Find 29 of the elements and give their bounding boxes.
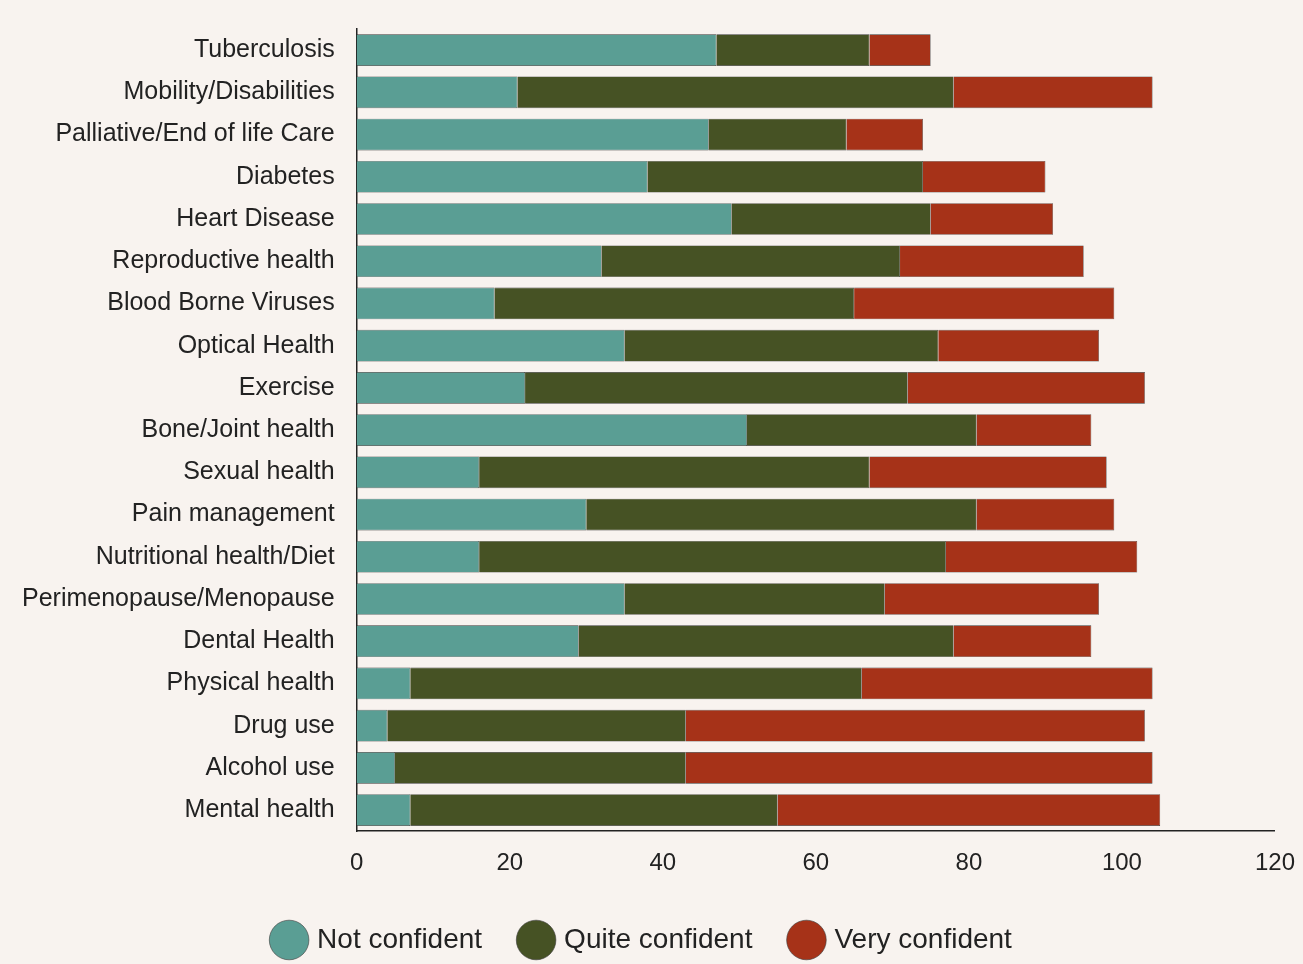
y-tick-label: Diabetes bbox=[236, 160, 335, 189]
x-tick-label: 0 bbox=[350, 848, 364, 876]
y-tick-label: Physical health bbox=[166, 667, 335, 696]
y-tick-label: Mental health bbox=[184, 793, 335, 822]
legend-label: Very confident bbox=[834, 922, 1013, 954]
x-tick-label: 80 bbox=[955, 848, 983, 876]
x-tick-label: 120 bbox=[1254, 848, 1295, 876]
y-tick-label: Blood Borne Viruses bbox=[107, 287, 335, 316]
x-tick-label: 40 bbox=[649, 848, 677, 876]
y-tick-label: Dental Health bbox=[183, 625, 335, 654]
y-tick-label: Tuberculosis bbox=[193, 34, 335, 62]
y-tick-label: Reproductive health bbox=[112, 245, 335, 274]
y-tick-label: Mobility/Disabilities bbox=[123, 76, 335, 105]
y-tick-label: Pain management bbox=[131, 498, 335, 527]
y-tick-label: Perimenopause/Menopause bbox=[21, 582, 335, 611]
x-tick-label: 60 bbox=[802, 848, 830, 876]
y-tick-label: Optical Health bbox=[177, 329, 335, 358]
y-tick-label: Palliative/End of life Care bbox=[55, 118, 335, 147]
y-tick-label: Nutritional health/Diet bbox=[95, 540, 335, 569]
x-tick-label: 100 bbox=[1101, 848, 1142, 876]
y-tick-label: Sexual health bbox=[183, 456, 335, 485]
y-tick-label: Exercise bbox=[238, 371, 335, 400]
y-tick-label: Heart Disease bbox=[176, 202, 335, 231]
legend-label: Quite confident bbox=[564, 922, 753, 954]
legend-label: Not confident bbox=[317, 922, 483, 954]
y-tick-label: Alcohol use bbox=[205, 751, 335, 780]
y-tick-label: Drug use bbox=[233, 709, 335, 738]
x-tick-label: 20 bbox=[496, 848, 524, 876]
y-tick-label: Bone/Joint health bbox=[141, 413, 335, 442]
